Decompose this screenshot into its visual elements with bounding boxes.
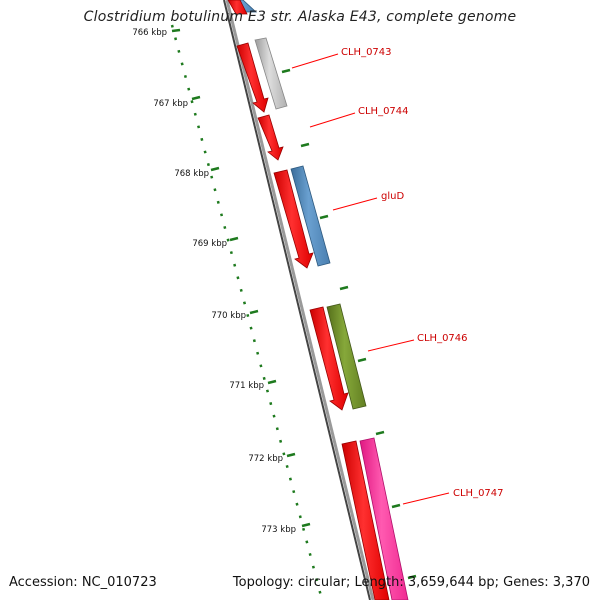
marker: [300, 142, 310, 148]
marker: [281, 68, 291, 74]
tick-label-767: 767 kbp: [153, 99, 188, 109]
ruler-ticks: [171, 28, 311, 528]
ruler-dotted-line: [170, 24, 324, 600]
leader-clh-0746: [367, 339, 415, 352]
leader-clh-0744: [309, 112, 356, 128]
tick-label-773: 773 kbp: [261, 525, 296, 535]
map-title: Clostridium botulinum E3 str. Alaska E43…: [83, 9, 517, 25]
gene-labels: CLH_0743 CLH_0744 gluD CLH_0746 CLH_0747: [341, 47, 504, 499]
tick-771: [267, 379, 277, 385]
backbone: [225, 0, 375, 600]
leader-glud: [332, 197, 378, 211]
tick-label-769: 769 kbp: [192, 239, 227, 249]
tick-768: [210, 166, 220, 172]
feature-markers: [281, 68, 417, 580]
cds-arrow-clh-0744[interactable]: [257, 114, 284, 161]
tick-label-772: 772 kbp: [248, 454, 283, 464]
marker: [357, 357, 367, 363]
backbone-shadow: [223, 0, 371, 600]
tick-769: [229, 236, 239, 242]
cds-arrow-clh-0746[interactable]: [309, 306, 349, 411]
leader-clh-0743: [291, 53, 339, 69]
marker: [339, 285, 349, 291]
cds-arrow-clh-0743[interactable]: [236, 42, 269, 113]
tick-label-766: 766 kbp: [132, 28, 167, 38]
marker: [407, 574, 417, 580]
tick-766: [171, 28, 181, 33]
cds-arrow-glud[interactable]: [273, 169, 314, 269]
tick-767: [191, 95, 201, 101]
tick-770: [249, 309, 259, 315]
marker: [391, 503, 401, 509]
gene-feature-clh-0746[interactable]: [326, 303, 367, 410]
cds-arrow-clh-0747[interactable]: [341, 440, 390, 600]
tick-772: [286, 452, 296, 458]
gene-label-glud[interactable]: gluD: [381, 191, 404, 202]
tick-label-771: 771 kbp: [229, 381, 264, 391]
gene-label-clh-0746[interactable]: CLH_0746: [417, 333, 468, 344]
topology-label: Topology: circular; Length: 3,659,644 bp…: [232, 575, 590, 590]
gene-label-clh-0743[interactable]: CLH_0743: [341, 47, 392, 58]
tick-label-768: 768 kbp: [174, 169, 209, 179]
leader-clh-0747: [402, 492, 450, 505]
gene-feature-clh-0747[interactable]: [359, 437, 409, 600]
tick-773: [301, 522, 311, 528]
accession-label: Accession: NC_010723: [9, 575, 157, 590]
label-leaders: [291, 53, 450, 505]
ruler-labels: 766 kbp 767 kbp 768 kbp 769 kbp 770 kbp …: [132, 28, 296, 535]
cds-arrow-top[interactable]: [227, 0, 248, 15]
gene-feature-clh-0743[interactable]: [254, 37, 288, 110]
gene-feature-glud[interactable]: [290, 165, 331, 267]
gene-label-clh-0747[interactable]: CLH_0747: [453, 488, 504, 499]
marker: [319, 214, 329, 220]
tick-label-770: 770 kbp: [211, 311, 246, 321]
gene-label-clh-0744[interactable]: CLH_0744: [358, 106, 409, 117]
marker: [375, 430, 385, 436]
